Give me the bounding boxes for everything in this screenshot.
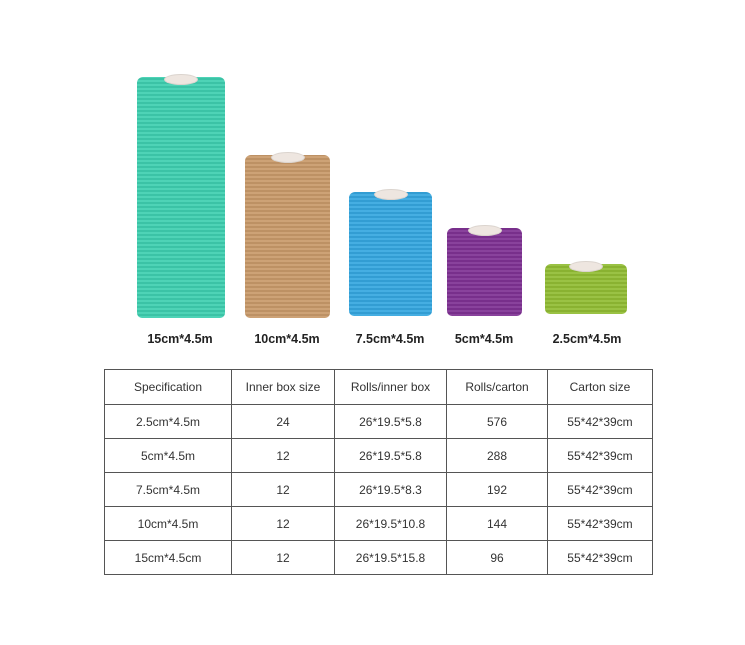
table-cell: 7.5cm*4.5m [104, 472, 232, 507]
table-row: 7.5cm*4.5m 12 26*19.5*8.3 192 55*42*39cm [104, 472, 653, 507]
roll-blue-image [349, 189, 432, 316]
roll-label: 15cm*4.5m [147, 332, 213, 346]
table-cell: 192 [446, 472, 548, 507]
roll-label: 7.5cm*4.5m [355, 332, 425, 346]
table-cell: 55*42*39cm [547, 506, 653, 541]
table-cell: 10cm*4.5m [104, 506, 232, 541]
table-cell: 15cm*4.5cm [104, 540, 232, 575]
table-header-row: Specification Inner box size Rolls/inner… [104, 369, 653, 405]
table-row: 10cm*4.5m 12 26*19.5*10.8 144 55*42*39cm [104, 506, 653, 541]
table-cell: 26*19.5*10.8 [334, 506, 447, 541]
table-cell: 26*19.5*5.8 [334, 438, 447, 473]
roll-label: 10cm*4.5m [254, 332, 320, 346]
roll-teal-image [137, 74, 225, 318]
table-cell: 26*19.5*5.8 [334, 404, 447, 439]
header-cell: Rolls/inner box [334, 369, 447, 405]
table-cell: 12 [231, 540, 335, 575]
roll-green-image [545, 261, 627, 314]
table-cell: 12 [231, 438, 335, 473]
table-row: 15cm*4.5cm 12 26*19.5*15.8 96 55*42*39cm [104, 540, 653, 575]
roll-purple-image [447, 225, 522, 316]
spec-table: Specification Inner box size Rolls/inner… [104, 369, 653, 575]
table-cell: 96 [446, 540, 548, 575]
table-cell: 2.5cm*4.5m [104, 404, 232, 439]
table-row: 5cm*4.5m 12 26*19.5*5.8 288 55*42*39cm [104, 438, 653, 473]
header-cell: Rolls/carton [446, 369, 548, 405]
table-cell: 288 [446, 438, 548, 473]
table-cell: 55*42*39cm [547, 404, 653, 439]
table-cell: 144 [446, 506, 548, 541]
table-cell: 55*42*39cm [547, 472, 653, 507]
header-cell: Specification [104, 369, 232, 405]
table-cell: 55*42*39cm [547, 540, 653, 575]
roll-label: 2.5cm*4.5m [552, 332, 622, 346]
table-cell: 12 [231, 506, 335, 541]
table-cell: 26*19.5*8.3 [334, 472, 447, 507]
table-cell: 5cm*4.5m [104, 438, 232, 473]
roll-label: 5cm*4.5m [454, 332, 514, 346]
table-cell: 55*42*39cm [547, 438, 653, 473]
header-cell: Carton size [547, 369, 653, 405]
table-cell: 24 [231, 404, 335, 439]
header-cell: Inner box size [231, 369, 335, 405]
table-row: 2.5cm*4.5m 24 26*19.5*5.8 576 55*42*39cm [104, 404, 653, 439]
table-cell: 26*19.5*15.8 [334, 540, 447, 575]
table-cell: 576 [446, 404, 548, 439]
roll-tan-image [245, 152, 330, 318]
table-cell: 12 [231, 472, 335, 507]
